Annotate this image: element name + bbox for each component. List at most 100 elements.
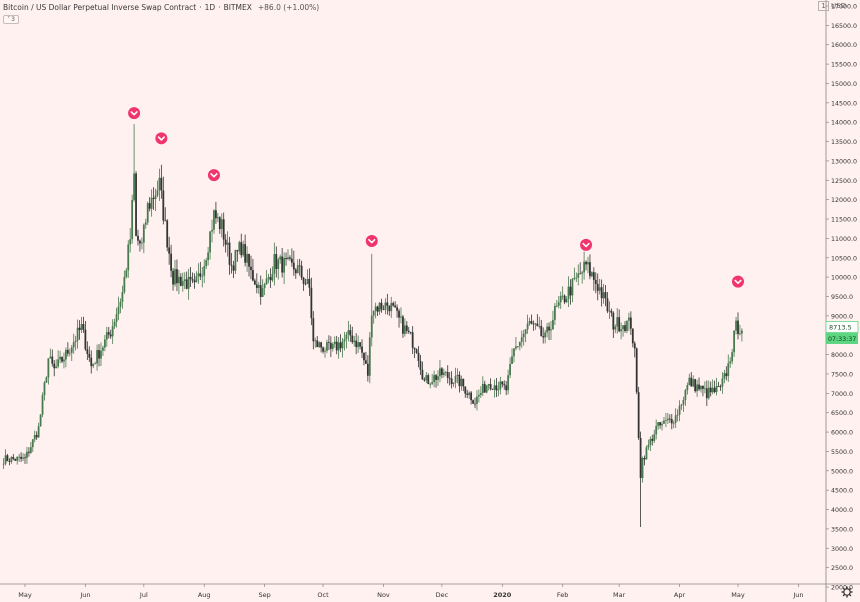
- candle-body: [577, 273, 580, 278]
- symbol-header: Bitcoin / US Dollar Perpetual Inverse Sw…: [3, 3, 320, 12]
- candle-body: [316, 340, 319, 348]
- candle-body: [16, 456, 19, 461]
- candle-body: [645, 447, 648, 460]
- candle-body: [542, 336, 545, 338]
- candle-body: [561, 295, 564, 297]
- sell-signal-marker[interactable]: [732, 275, 744, 288]
- gear-icon[interactable]: [841, 586, 853, 598]
- candle-body: [487, 384, 490, 386]
- candle-body: [557, 302, 560, 306]
- candle-body: [474, 403, 476, 405]
- candle-body: [559, 295, 562, 303]
- candle-body: [552, 319, 554, 330]
- candle-body: [121, 292, 124, 302]
- sell-signal-marker[interactable]: [580, 238, 593, 251]
- sell-signal-marker[interactable]: [128, 107, 141, 120]
- candle-body: [390, 303, 393, 312]
- candle-body: [614, 326, 617, 330]
- candle-body: [105, 332, 108, 340]
- interval-label[interactable]: 1D: [204, 3, 216, 12]
- candle-body: [345, 334, 348, 340]
- y-tick-label: 17000.0: [831, 4, 857, 11]
- candle-body: [310, 287, 313, 319]
- candle-body: [191, 279, 194, 281]
- candle-body: [4, 455, 7, 464]
- candle-body: [415, 349, 418, 353]
- candle-body: [569, 286, 572, 296]
- candle-body: [372, 310, 375, 316]
- currency-selector[interactable]: 1 USD: [815, 1, 846, 11]
- candle-body: [111, 326, 114, 337]
- candle-body: [604, 292, 607, 299]
- candle-body: [6, 455, 9, 462]
- candle-body: [479, 393, 482, 395]
- candle-body: [322, 347, 324, 352]
- marker-circle: [732, 275, 744, 288]
- candle-body: [148, 203, 151, 209]
- x-tick-label: Sep: [258, 591, 270, 599]
- x-tick-label: Mar: [613, 591, 626, 599]
- candle-body: [185, 279, 188, 289]
- candle-body: [378, 302, 381, 312]
- candle-body: [8, 461, 11, 462]
- candle-body: [709, 387, 712, 393]
- candle-body: [154, 195, 157, 199]
- x-tick-label: Jul: [139, 591, 148, 599]
- candle-body: [491, 388, 494, 390]
- indicators-toggle[interactable]: ˅ 3: [3, 15, 19, 24]
- candle-body: [328, 342, 330, 343]
- candle-body: [168, 247, 171, 254]
- y-tick-label: 6000.0: [831, 430, 853, 437]
- y-tick-label: 11500.0: [831, 217, 857, 224]
- candle-body: [583, 261, 586, 273]
- candle-body: [394, 305, 397, 308]
- candle-body: [392, 303, 395, 306]
- sell-signal-marker[interactable]: [365, 234, 378, 247]
- candle-body: [382, 309, 385, 311]
- candle-body: [131, 199, 134, 240]
- candle-body: [203, 266, 206, 276]
- candle-body: [207, 252, 210, 261]
- candle-body: [515, 346, 517, 349]
- candle-body: [158, 177, 161, 191]
- candle-body: [413, 347, 416, 350]
- candle-body: [199, 273, 202, 277]
- candle-body: [400, 316, 402, 318]
- candle-body: [86, 349, 89, 354]
- candle-body: [481, 383, 484, 394]
- candle-body: [366, 363, 369, 376]
- y-tick-label: 13000.0: [831, 158, 857, 165]
- candle-body: [226, 242, 229, 245]
- candle-body: [425, 375, 428, 381]
- candle-body: [337, 342, 340, 351]
- candle-body: [536, 323, 539, 327]
- candle-body: [476, 396, 478, 404]
- candle-body: [571, 278, 574, 296]
- candle-body: [29, 447, 32, 453]
- candle-body: [538, 326, 541, 327]
- candle-body: [53, 363, 56, 369]
- sell-signal-marker[interactable]: [155, 132, 168, 145]
- last-price-tag: 8713.5: [829, 323, 852, 331]
- candle-body: [649, 438, 652, 445]
- candle-body: [142, 224, 145, 243]
- candle-body: [115, 314, 118, 322]
- y-tick-label: 12500.0: [831, 178, 857, 185]
- candle-body: [70, 347, 73, 353]
- candle-body: [698, 384, 700, 390]
- candle-body: [497, 389, 500, 391]
- candle-body: [294, 269, 297, 274]
- candle-body: [550, 329, 552, 331]
- candle-body: [723, 373, 726, 379]
- candle-body: [119, 301, 122, 307]
- candle-body: [628, 317, 630, 321]
- candle-body: [103, 339, 106, 348]
- candle-body: [26, 451, 28, 458]
- candle-body: [631, 328, 634, 344]
- sell-signal-marker[interactable]: [207, 169, 220, 182]
- candle-body: [35, 435, 38, 438]
- candle-body: [281, 256, 284, 273]
- candle-body: [600, 287, 603, 299]
